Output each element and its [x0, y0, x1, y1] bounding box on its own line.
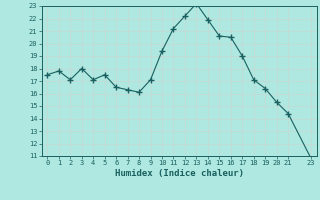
X-axis label: Humidex (Indice chaleur): Humidex (Indice chaleur): [115, 169, 244, 178]
